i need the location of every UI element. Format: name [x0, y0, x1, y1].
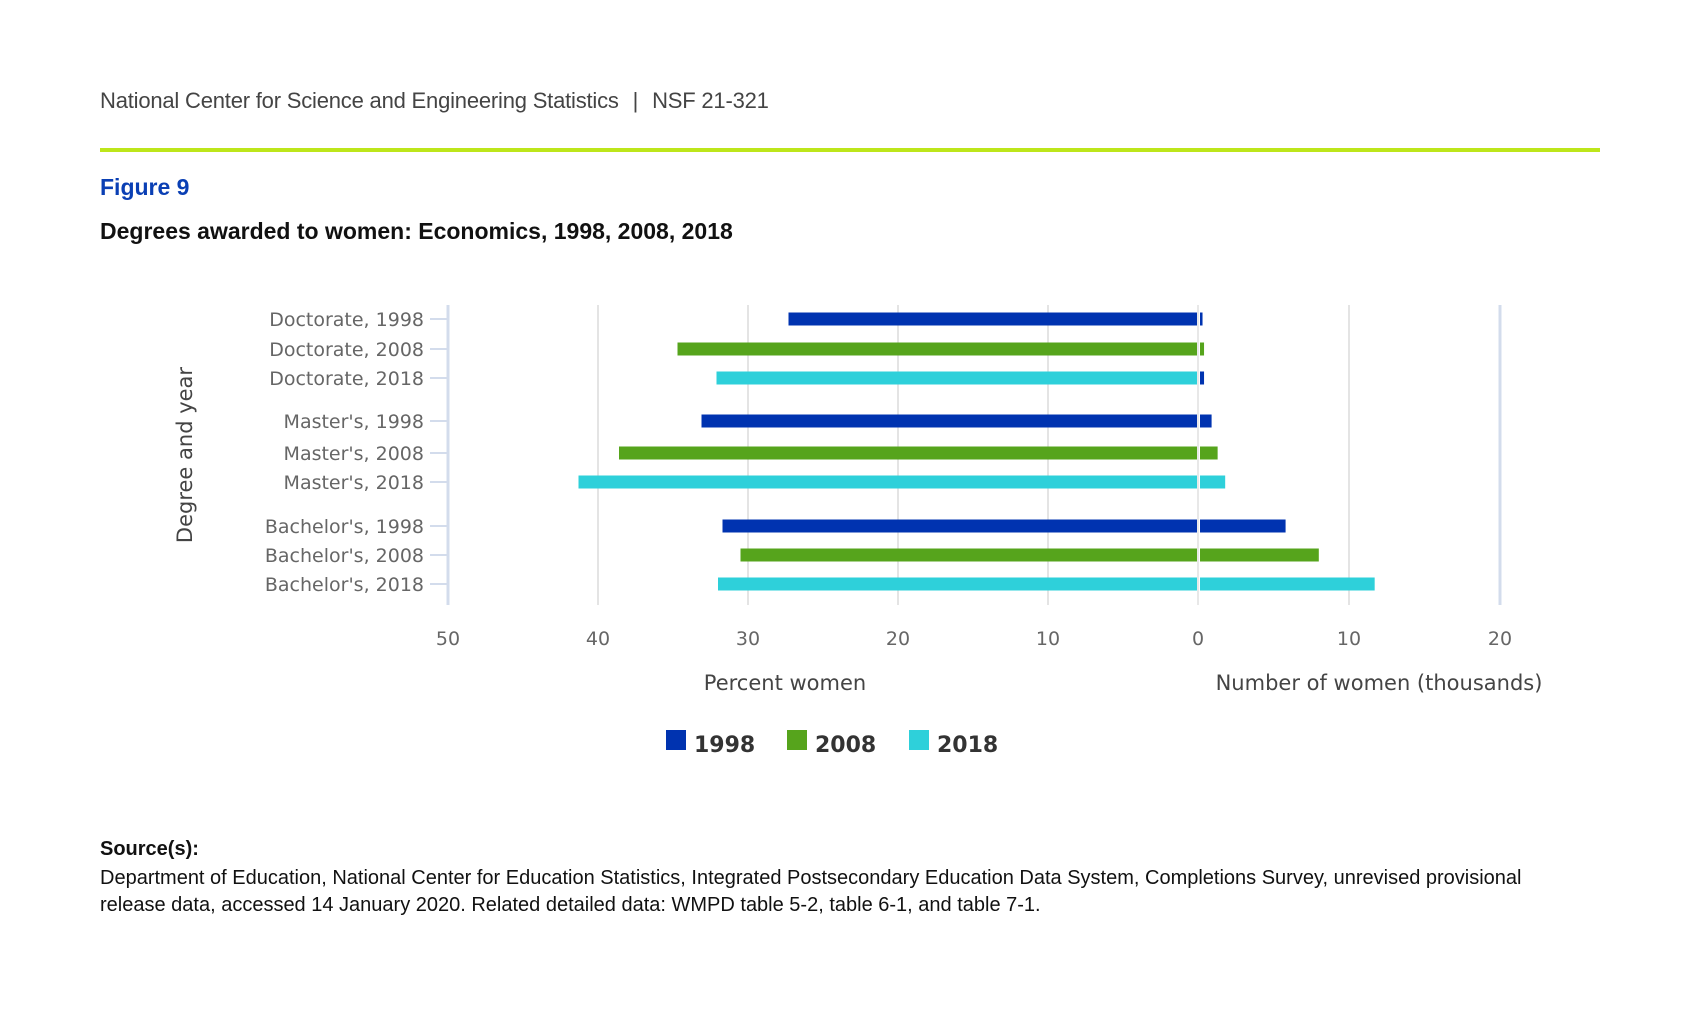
x-axis-title-count: Number of women (thousands) [1216, 671, 1543, 695]
legend-swatch-1998 [666, 730, 686, 750]
axes [430, 305, 450, 605]
category-label: Bachelor's, 1998 [265, 516, 424, 538]
labels: 50 40 30 20 10 0 10 20 Doctorate, 1998 Doctorate,… [265, 309, 1512, 650]
report-header: National Center for Science and Engineer… [100, 88, 769, 114]
category-label: Doctorate, 2018 [269, 368, 424, 390]
bar-percent-2018 [718, 577, 1197, 591]
bar-count-2008 [1200, 446, 1218, 460]
bar-count-2008 [1200, 548, 1319, 562]
x-tick-label-count: 20 [1488, 628, 1512, 650]
bar-count-1998 [1200, 414, 1212, 428]
legend-swatch-2008 [787, 730, 807, 750]
header-divider [100, 148, 1600, 152]
bar-count-2018 [1200, 371, 1205, 385]
figure-number: Figure 9 [100, 174, 190, 200]
category-label: Doctorate, 2008 [269, 339, 424, 361]
bar-percent-2018 [716, 371, 1197, 385]
bar-count-1998 [1200, 519, 1286, 533]
x-tick-label-percent: 30 [736, 628, 760, 650]
bar-percent-2008 [677, 342, 1197, 356]
category-label: Bachelor's, 2008 [265, 545, 424, 567]
x-tick-label-percent: 20 [886, 628, 910, 650]
chart: 50 40 30 20 10 0 10 20 Doctorate, 1998 Doctorate,… [173, 305, 1543, 758]
org-name: National Center for Science and Engineer… [100, 88, 619, 113]
source-text: Department of Education, National Center… [100, 867, 1522, 916]
x-tick-label-count: 10 [1337, 628, 1361, 650]
bar-percent-2008 [619, 446, 1197, 460]
bar-count-2018 [1200, 475, 1226, 489]
x-tick-label-percent: 10 [1036, 628, 1060, 650]
header-separator: | [632, 88, 639, 113]
category-label: Doctorate, 1998 [269, 309, 424, 331]
source-heading: Source(s): [100, 838, 199, 860]
bar-count-1998 [1200, 312, 1203, 326]
bar-percent-2008 [740, 548, 1197, 562]
y-axis-title: Degree and year [173, 367, 197, 544]
x-axis-title-percent: Percent women [704, 671, 866, 695]
category-label: Master's, 2008 [284, 443, 424, 465]
bar-percent-1998 [701, 414, 1197, 428]
bar-count-2018 [1200, 577, 1375, 591]
bar-percent-2018 [578, 475, 1197, 489]
category-label: Master's, 2018 [284, 472, 424, 494]
legend-label-2008: 2008 [815, 733, 876, 758]
bar-percent-1998 [788, 312, 1197, 326]
x-tick-label-percent: 50 [436, 628, 460, 650]
figure-title: Degrees awarded to women: Economics, 199… [100, 218, 733, 244]
bars [578, 312, 1375, 591]
bar-count-2008 [1200, 342, 1205, 356]
x-tick-label-percent: 0 [1192, 628, 1204, 650]
legend: 1998 2008 2018 [666, 730, 998, 758]
bar-percent-1998 [722, 519, 1197, 533]
report-id: NSF 21-321 [652, 88, 769, 113]
legend-label-2018: 2018 [937, 733, 998, 758]
legend-label-1998: 1998 [694, 733, 755, 758]
category-label: Bachelor's, 2018 [265, 574, 424, 596]
legend-swatch-2018 [909, 730, 929, 750]
x-tick-label-percent: 40 [586, 628, 610, 650]
category-label: Master's, 1998 [284, 411, 424, 433]
